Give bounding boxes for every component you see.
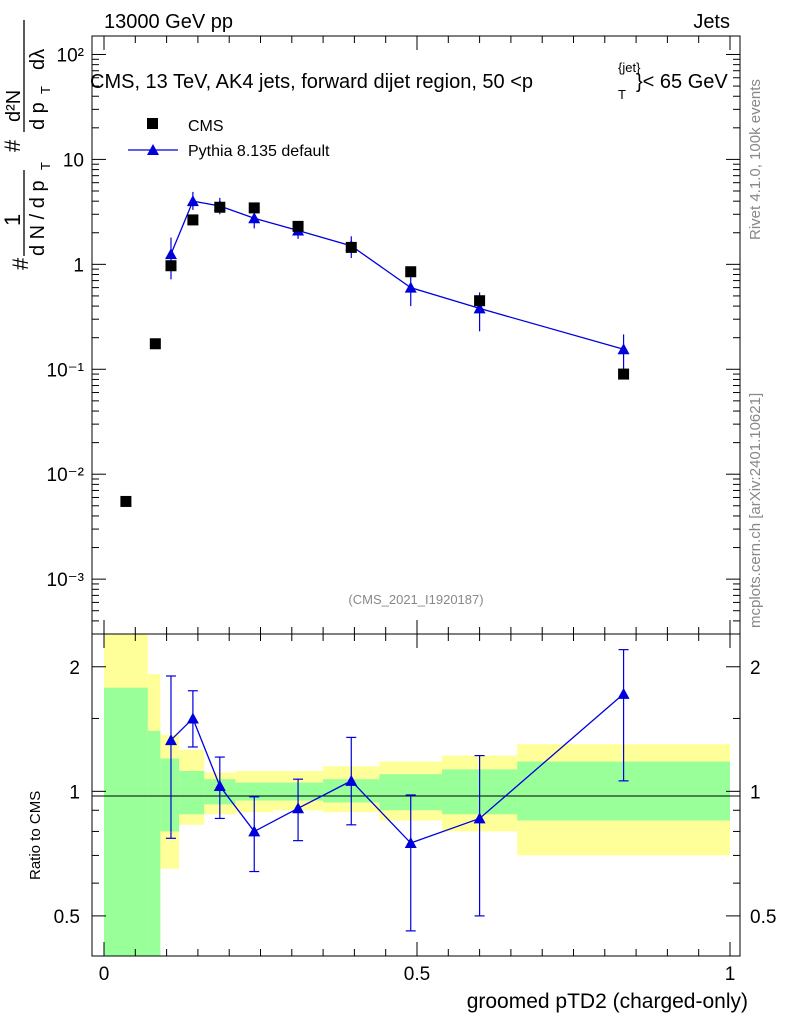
rivet-label: Rivet 4.1.0, 100k events xyxy=(747,79,764,240)
ratio-point xyxy=(164,734,177,746)
legend-mc-marker xyxy=(147,144,159,155)
ratio-point xyxy=(345,774,358,786)
ratio-point xyxy=(404,837,417,849)
data-point xyxy=(345,241,357,253)
data-point xyxy=(405,266,417,278)
ratio-point xyxy=(213,780,226,792)
ratio-ylabel: Ratio to CMS xyxy=(27,791,44,880)
ratio-point xyxy=(473,812,486,824)
ylabel-num2: d²N xyxy=(3,90,25,122)
data-point xyxy=(165,260,177,272)
header-left: 13000 GeV pp xyxy=(104,11,233,33)
plot-title-sub: T xyxy=(618,87,626,102)
ylabel-den-sub: T xyxy=(38,162,53,170)
ratio-band-inner xyxy=(147,730,161,956)
ylabel-den2: d p xyxy=(27,102,49,130)
analysis-id: (CMS_2021_I1920187) xyxy=(348,592,483,607)
data-point xyxy=(248,202,260,214)
ratio-point xyxy=(248,825,261,837)
ratio-tick-label-right: 2 xyxy=(750,658,761,679)
ratio-point xyxy=(617,687,630,699)
ratio-tick-label-right: 0.5 xyxy=(750,907,776,928)
legend-mc-label: Pythia 8.135 default xyxy=(188,143,330,160)
ratio-tick-label-left: 1 xyxy=(69,782,80,803)
ratio-axis-tick-labels: 0.5 0.5 1 1 2 2 0 0.5 1 xyxy=(54,658,777,985)
data-point xyxy=(187,214,199,226)
ratio-axis-ticks xyxy=(92,634,740,956)
mc-point xyxy=(473,302,486,314)
x-tick-label: 0.5 xyxy=(404,964,430,985)
data-series xyxy=(120,201,630,507)
ratio-tick-label-left: 0.5 xyxy=(54,907,80,928)
plot-title: CMS, 13 TeV, AK4 jets, forward dijet reg… xyxy=(90,60,728,102)
ylabel-den2-lambda: dλ xyxy=(27,49,49,70)
ratio-mc-series xyxy=(164,649,630,932)
ratio-tick-label-left: 2 xyxy=(69,658,80,679)
plot-title-sup: {jet} xyxy=(618,60,641,75)
main-tick-label: 10² xyxy=(57,45,84,66)
mc-point xyxy=(164,248,177,260)
legend: CMS Pythia 8.135 default xyxy=(128,118,330,160)
plot-title-main: CMS, 13 TeV, AK4 jets, forward dijet reg… xyxy=(90,71,533,93)
legend-data-label: CMS xyxy=(188,118,224,135)
mc-point xyxy=(404,281,417,293)
mc-point xyxy=(248,212,261,224)
ylabel-hash2: # xyxy=(0,139,25,152)
mcplots-label: mcplots.cern.ch [arXiv:2401.10621] xyxy=(747,393,764,628)
x-tick-label: 1 xyxy=(725,964,736,985)
main-axis-tick-labels: 10⁻³ 10⁻² 10⁻¹ 1 10 10² xyxy=(47,45,85,591)
mc-line xyxy=(170,200,624,350)
ratio-tick-label-right: 1 xyxy=(750,782,761,803)
ylabel-den2-sub: T xyxy=(38,86,53,94)
mc-point xyxy=(617,343,630,355)
data-point xyxy=(214,201,226,213)
data-point xyxy=(618,368,630,380)
ratio-frame xyxy=(91,633,741,957)
header-right: Jets xyxy=(693,11,730,33)
main-tick-label: 1 xyxy=(73,255,84,276)
ratio-point xyxy=(292,802,305,814)
x-axis-label: groomed pTD2 (charged-only) xyxy=(467,990,748,1013)
ratio-point xyxy=(186,712,199,724)
data-point xyxy=(292,220,304,232)
legend-data-marker xyxy=(147,118,158,129)
ylabel-hash: # xyxy=(8,257,33,270)
main-ylabel: # 1 d N / d p T # d²N d p T dλ xyxy=(0,20,53,270)
ratio-band-inner xyxy=(104,687,148,956)
ylabel-num: 1 xyxy=(0,214,25,226)
data-point xyxy=(149,338,161,350)
ratio-band-inner xyxy=(179,770,205,815)
main-tick-label: 10⁻¹ xyxy=(47,360,85,381)
mc-series xyxy=(164,191,630,370)
data-point xyxy=(474,295,486,307)
main-axis-ticks xyxy=(92,36,740,635)
ratio-band-inner xyxy=(160,758,180,832)
ylabel-den: d N / d p xyxy=(27,180,49,256)
ratio-bands xyxy=(104,634,730,956)
plot-title-suffix: }< 65 GeV xyxy=(636,71,728,93)
mc-point xyxy=(186,195,199,207)
main-tick-label: 10⁻³ xyxy=(47,570,85,591)
main-tick-label: 10⁻² xyxy=(47,465,85,486)
main-tick-label: 10 xyxy=(63,150,84,171)
x-tick-label: 0 xyxy=(99,964,110,985)
data-point xyxy=(120,495,132,507)
